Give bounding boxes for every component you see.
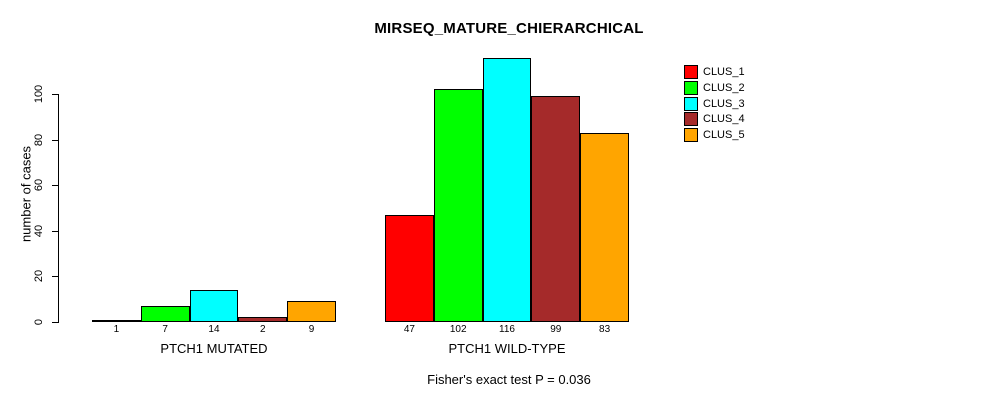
bar-CLUS_5: [287, 301, 336, 322]
legend-label: CLUS_1: [703, 66, 745, 78]
legend-label: CLUS_4: [703, 113, 745, 126]
bar-CLUS_1: [92, 319, 141, 322]
chart-title: MIRSEQ_MATURE_CHIERARCHICAL: [374, 20, 644, 37]
bar-value-label: 2: [260, 324, 266, 335]
bar-value-label: 99: [550, 324, 562, 335]
y-axis-tick: [52, 94, 58, 95]
bar-value-label: 47: [403, 324, 415, 335]
bar-CLUS_2: [140, 306, 190, 322]
legend-label: CLUS_2: [703, 81, 745, 94]
y-axis-label: number of cases: [18, 145, 34, 243]
legend-label: CLUS_5: [703, 129, 745, 142]
bar-value-label: 116: [499, 324, 515, 335]
y-tick-label: 0: [33, 318, 45, 326]
y-axis-tick: [52, 230, 58, 232]
y-axis-tick: [52, 276, 58, 278]
y-tick-label: 40: [33, 224, 45, 237]
y-axis-tick: [52, 322, 58, 323]
bar-value-label: 14: [208, 324, 220, 335]
bar-value-label: 9: [308, 324, 315, 335]
bar-CLUS_3: [482, 57, 532, 322]
y-tick-label: 20: [33, 270, 45, 283]
annotation-text: Fisher's exact test P = 0.036: [427, 372, 591, 387]
bar-CLUS_2: [433, 89, 483, 322]
bar-value-label: 102: [449, 324, 467, 335]
bar-value-label: 1: [113, 324, 120, 335]
legend-swatch-clus_4: [684, 112, 698, 127]
legend-swatch-clus_5: [684, 128, 698, 143]
y-axis-line: [58, 94, 59, 323]
bar-CLUS_3: [189, 290, 239, 322]
x-category-label: PTCH1 WILD-TYPE: [448, 341, 566, 356]
bar-value-label: 7: [162, 324, 168, 335]
y-tick-label: 100: [33, 84, 45, 104]
y-axis-tick: [52, 185, 58, 187]
legend-swatch-clus_1: [684, 65, 698, 79]
legend-swatch-clus_2: [684, 80, 698, 95]
legend-label: CLUS_3: [703, 97, 745, 110]
legend-swatch-clus_3: [684, 96, 698, 111]
bar-CLUS_5: [580, 132, 629, 322]
bar-value-label: 83: [599, 324, 611, 335]
bar-CLUS_4: [238, 317, 288, 322]
y-tick-label: 80: [33, 133, 45, 146]
y-axis-tick: [52, 139, 58, 141]
bar-CLUS_4: [531, 96, 581, 322]
y-tick-label: 60: [33, 179, 45, 192]
bar-CLUS_1: [385, 214, 434, 322]
x-category-label: PTCH1 MUTATED: [160, 341, 268, 356]
